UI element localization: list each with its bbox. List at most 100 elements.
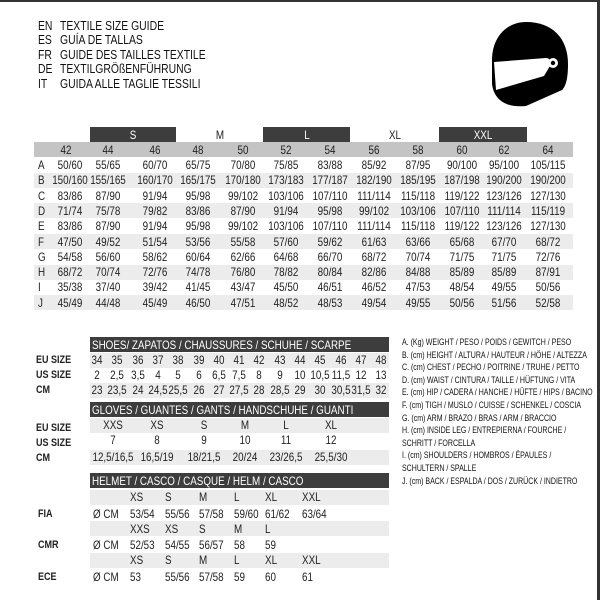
table-cell: 9 (201, 433, 207, 447)
table-cell: 62/66 (230, 249, 256, 264)
table-cell: 26 (193, 383, 204, 397)
table-cell: 50/56 (535, 280, 561, 295)
table-cell: 38 (172, 353, 184, 367)
table-cell: 75/78 (95, 203, 121, 218)
table-cell: 127/130 (530, 188, 566, 203)
table-cell: 47/53 (405, 280, 431, 295)
size-number: 58 (412, 142, 424, 157)
table-cell: 87/91 (535, 265, 561, 280)
table-cell: 48/52 (273, 295, 299, 310)
size-number: 54 (324, 142, 336, 157)
table-row-band (90, 552, 389, 568)
table-cell: 20/24 (232, 450, 258, 464)
legend-item: C. (cm) CHEST / PECHO / POITRINE / TRUHE… (402, 362, 580, 373)
helmet-size: XS (130, 490, 144, 504)
table-cell: 10,5 (310, 368, 330, 382)
table-cell: 190/200 (530, 173, 566, 188)
size-number: 60 (456, 142, 468, 157)
table-cell: 63/64 (302, 506, 327, 521)
table-cell: 32 (375, 383, 387, 397)
size-number: 62 (498, 142, 510, 157)
table-cell: 53/56 (185, 234, 211, 249)
table-cell: 53 (130, 569, 141, 584)
table-cell: 190/200 (486, 173, 522, 188)
table-cell: 53/54 (130, 506, 155, 521)
helmet-header (90, 473, 389, 488)
table-cell: 105/115 (530, 158, 566, 172)
table-cell: 23/26,5 (269, 450, 303, 464)
size-group-label: XL (388, 127, 401, 142)
row-key: I (38, 280, 41, 295)
table-cell: 35 (111, 353, 123, 367)
table-row-band (90, 489, 389, 505)
legend-item: SCHULTERN / SPALLE (402, 463, 477, 473)
row-key: A (38, 158, 45, 172)
table-cell: 99/102 (227, 219, 259, 234)
table-cell: 40 (213, 353, 225, 367)
table-cell: 11 (280, 433, 292, 447)
table-row-band (90, 449, 389, 465)
table-cell: 59 (265, 538, 276, 552)
table-cell: S (200, 418, 208, 432)
row-key: C (38, 188, 46, 203)
table-cell: 47/51 (230, 295, 256, 310)
table-cell: 95/100 (488, 158, 520, 172)
table-cell: 165/175 (180, 173, 216, 188)
table-cell: 87/90 (95, 188, 121, 203)
table-cell: 107/110 (444, 203, 480, 218)
table-cell: 43 (274, 353, 286, 367)
table-cell: 91/94 (142, 188, 168, 203)
row-key: E (38, 219, 45, 234)
row-label: CM (36, 452, 51, 464)
table-cell: 58 (234, 538, 245, 552)
table-cell: 107/110 (312, 219, 348, 234)
legend-item: H. (cm) INSIDE LEG / ENTREPIERNA / FOURC… (402, 425, 567, 436)
table-cell: 51/54 (142, 234, 168, 249)
table-cell: 13 (375, 368, 387, 382)
row-label: US SIZE (36, 437, 72, 449)
helmet-size: L (234, 553, 240, 567)
row-key: D (38, 203, 46, 218)
table-cell: 115/119 (530, 203, 566, 218)
table-row-band (34, 172, 573, 188)
title-lang-code: FR (38, 46, 52, 62)
table-cell: 155/165 (90, 173, 126, 188)
title-lang-code: IT (38, 75, 48, 91)
table-cell: 72/76 (142, 265, 168, 280)
table-cell: 107/110 (312, 188, 348, 203)
table-cell: 8 (256, 368, 263, 382)
table-cell: L (283, 418, 289, 432)
table-cell: 71/74 (57, 203, 83, 218)
table-cell: 56/60 (95, 249, 121, 264)
table-cell: 10 (294, 368, 306, 382)
table-cell: 83/86 (57, 188, 83, 203)
table-cell: 42 (253, 353, 265, 367)
helmet-size: XS (165, 521, 179, 536)
helmet-size: XXL (302, 490, 321, 504)
table-cell: 52/53 (130, 538, 155, 552)
table-cell: 74/78 (185, 265, 211, 280)
table-cell: 7,5 (232, 368, 246, 382)
table-cell: 2,5 (110, 368, 125, 382)
legend-item: E. (cm) HIP / CADERA / HANCHE / HÜFTE / … (402, 387, 593, 398)
table-cell: 49/55 (405, 295, 431, 310)
table-cell: 123/126 (486, 219, 522, 234)
table-cell: 119/122 (444, 188, 480, 203)
table-cell: 43/47 (230, 280, 256, 295)
table-cell: 61/63 (361, 234, 387, 249)
row-key: F (38, 234, 45, 249)
table-cell: 7 (110, 433, 116, 447)
helmet-size: XS (130, 553, 144, 567)
size-number: 48 (192, 142, 204, 157)
table-cell: 91/94 (142, 219, 168, 234)
table-cell: 45/50 (273, 280, 299, 295)
table-cell: 47/50 (57, 234, 83, 249)
title-text: GUIDE DES TAILLES TEXTILE (60, 46, 206, 62)
helmet-size: XL (265, 490, 278, 504)
size-number: 44 (102, 142, 114, 157)
title-lang-code: ES (38, 32, 52, 48)
table-cell: 5 (175, 368, 181, 382)
size-number: 50 (237, 142, 249, 157)
table-cell: 2 (94, 368, 100, 382)
table-cell: 55/56 (165, 569, 190, 584)
